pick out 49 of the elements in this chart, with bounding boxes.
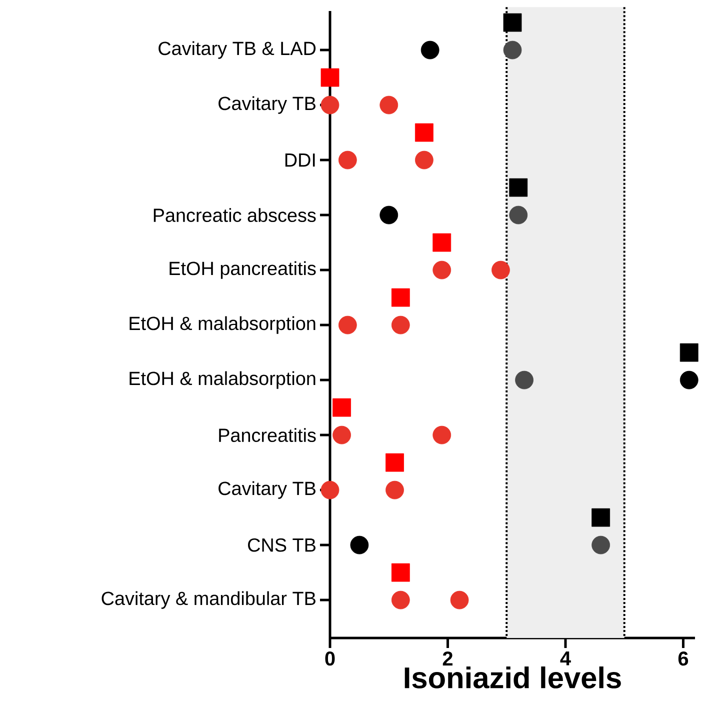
y-tick-label: CNS TB (248, 538, 316, 552)
point (386, 480, 404, 500)
y-tick-label: EtOH pancreatitis (170, 261, 316, 279)
x-tick-label: 0 (325, 652, 335, 666)
point (380, 96, 398, 114)
point (338, 150, 357, 170)
point (338, 316, 357, 334)
point (509, 178, 528, 197)
point (386, 453, 404, 472)
point (432, 426, 452, 444)
y-tick-label: Pancreatitis (219, 428, 316, 442)
point (332, 426, 351, 444)
point (414, 123, 434, 142)
y-tick-label: EtOH & malabsorption (130, 371, 316, 389)
point (680, 370, 698, 390)
point (391, 563, 410, 582)
point (432, 260, 452, 280)
point (492, 260, 510, 280)
point (350, 536, 369, 554)
y-tick-label: EtOH & malabsorption (130, 316, 316, 334)
x-tick-label: 6 (678, 652, 688, 666)
x-axis-title: Isoniazid levels (404, 666, 621, 688)
point (592, 508, 610, 527)
point (414, 150, 434, 170)
point (503, 13, 522, 32)
point (503, 40, 522, 60)
point (450, 590, 469, 610)
point (332, 398, 351, 417)
point (420, 40, 440, 60)
y-tick-label: Pancreatic abscess (154, 208, 316, 222)
point (592, 536, 610, 554)
point (509, 206, 528, 224)
point (380, 206, 398, 224)
y-tick-label: DDI (285, 154, 315, 167)
x-tick-label: 4 (560, 652, 571, 666)
y-tick-label: Cavitary TB (218, 96, 316, 114)
point (320, 480, 340, 500)
x-tick-label: 2 (442, 652, 452, 666)
point (515, 370, 534, 390)
point (320, 96, 340, 114)
y-tick-label: Cavitary TB & LAD (158, 41, 316, 59)
point (320, 68, 340, 87)
point (391, 590, 410, 610)
y-tick-label: Cavitary & mandibular TB (102, 591, 316, 609)
point (680, 343, 698, 362)
y-tick-label: Cavitary TB (218, 481, 316, 499)
point (432, 233, 452, 252)
point (391, 316, 410, 334)
point (391, 288, 410, 307)
